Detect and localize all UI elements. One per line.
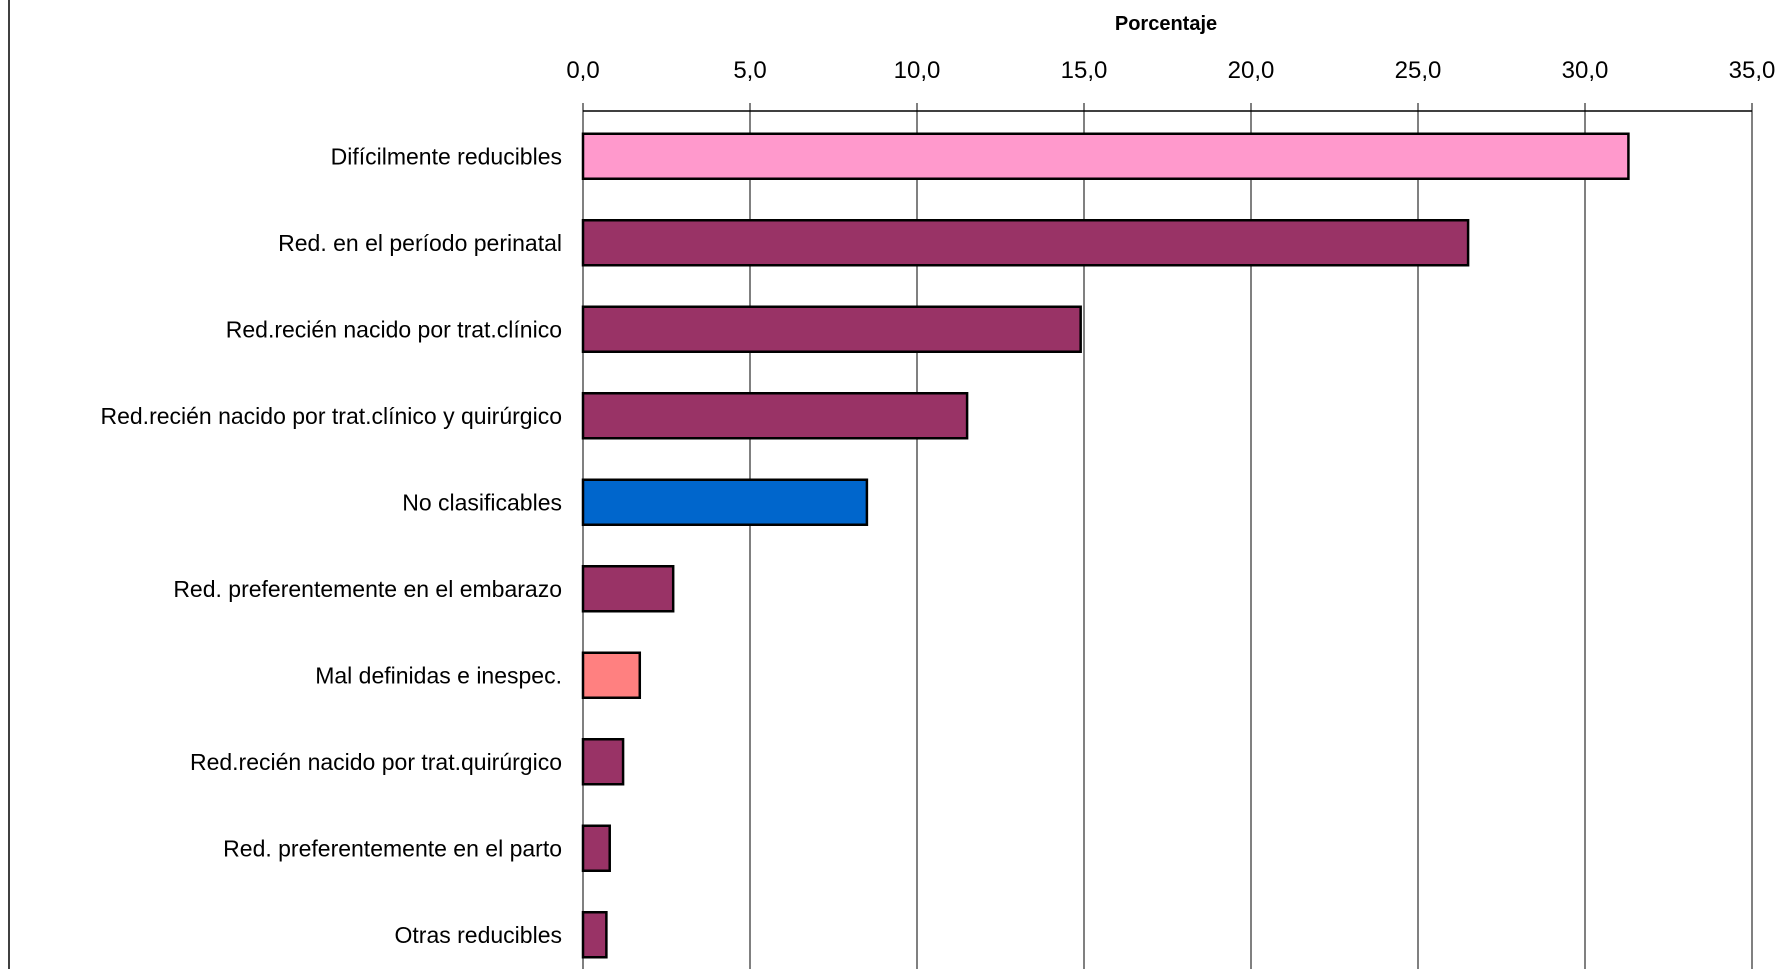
category-labels: Difícilmente reducibles Red. en el períod… bbox=[100, 143, 562, 948]
category-label-6: Mal definidas e inespec. bbox=[315, 662, 562, 688]
category-label-2: Red.recién nacido por trat.clínico bbox=[226, 316, 562, 342]
category-label-7: Red.recién nacido por trat.quirúrgico bbox=[190, 749, 562, 775]
tick-label-1: 5,0 bbox=[733, 57, 766, 84]
bar-3 bbox=[581, 392, 969, 440]
tick-label-3: 15,0 bbox=[1061, 57, 1108, 84]
bar-0 bbox=[581, 132, 1630, 180]
tick-label-2: 10,0 bbox=[894, 57, 941, 84]
bar-1 bbox=[581, 219, 1470, 267]
category-label-8: Red. preferentemente en el parto bbox=[223, 835, 562, 861]
tick-label-0: 0,0 bbox=[566, 57, 599, 84]
tick-label-6: 30,0 bbox=[1562, 57, 1609, 84]
bar-9 bbox=[581, 911, 608, 959]
tick-labels: 0,0 5,0 10,0 15,0 20,0 25,0 30,0 35,0 bbox=[566, 57, 1775, 84]
category-label-9: Otras reducibles bbox=[395, 922, 562, 948]
tick-label-5: 25,0 bbox=[1395, 57, 1442, 84]
bar-5 bbox=[581, 565, 675, 613]
category-label-0: Difícilmente reducibles bbox=[331, 143, 562, 169]
category-label-3: Red.recién nacido por trat.clínico y qui… bbox=[100, 403, 562, 429]
bars bbox=[581, 132, 1630, 959]
tick-label-4: 20,0 bbox=[1228, 57, 1275, 84]
category-label-5: Red. preferentemente en el embarazo bbox=[173, 576, 562, 602]
bar-7 bbox=[581, 738, 625, 786]
bar-8 bbox=[581, 824, 611, 872]
tick-label-7: 35,0 bbox=[1729, 57, 1776, 84]
category-label-1: Red. en el período perinatal bbox=[278, 230, 562, 256]
bar-2 bbox=[581, 305, 1082, 353]
x-axis-title: Porcentaje bbox=[1115, 13, 1217, 35]
bar-6 bbox=[581, 651, 642, 699]
category-label-4: No clasificables bbox=[402, 489, 562, 515]
bar-4 bbox=[581, 478, 869, 526]
